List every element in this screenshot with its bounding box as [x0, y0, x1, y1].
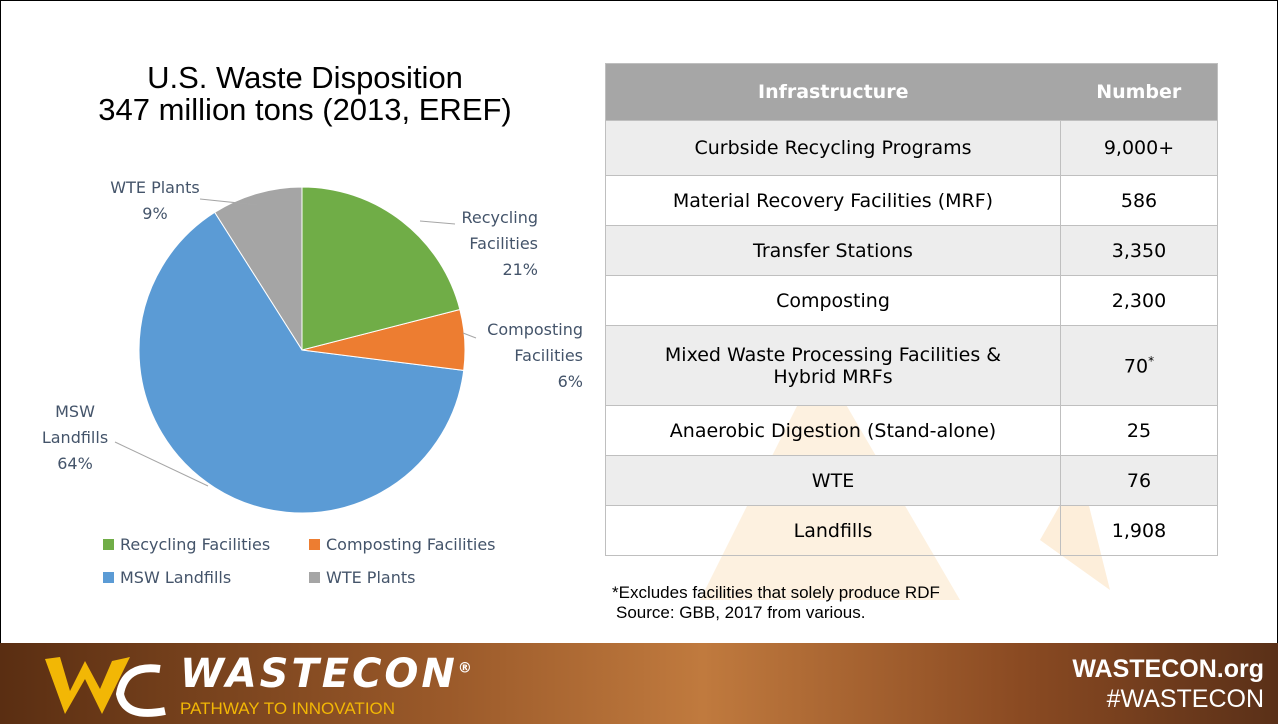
row-number-cell: 3,350	[1061, 226, 1218, 276]
row-label-cell: Anaerobic Digestion (Stand-alone)	[606, 406, 1061, 456]
row-label-cell: Landfills	[606, 506, 1061, 556]
table-row: Material Recovery Facilities (MRF) 586	[606, 176, 1218, 226]
pie-label: WTE Plants 9%	[95, 175, 215, 227]
pie-label-value: 64%	[57, 454, 93, 473]
legend-label: MSW Landfills	[120, 568, 231, 587]
row-number-cell: 586	[1061, 176, 1218, 226]
row-number-cell: 1,908	[1061, 506, 1218, 556]
legend-swatch	[309, 572, 320, 583]
row-number: 9,000+	[1104, 137, 1174, 159]
table-row: Mixed Waste Processing Facilities & Hybr…	[606, 326, 1218, 406]
pie-label-name: WTE Plants	[110, 178, 199, 197]
table-row: Curbside Recycling Programs 9,000+	[606, 121, 1218, 176]
legend-swatch	[103, 539, 114, 550]
registered-mark: ®	[458, 661, 475, 677]
row-label: Mixed Waste Processing Facilities & Hybr…	[648, 344, 1018, 388]
row-number: 2,300	[1112, 290, 1166, 312]
legend-item: Recycling Facilities	[103, 535, 270, 554]
legend-label: WTE Plants	[326, 568, 415, 587]
row-number: 25	[1127, 420, 1151, 442]
pie-label-value: 21%	[502, 260, 538, 279]
logo-w	[45, 657, 130, 714]
legend-label: Composting Facilities	[326, 535, 496, 554]
legend-item: MSW Landfills	[103, 568, 231, 587]
pie-label: MSW Landfills 64%	[40, 399, 110, 477]
table-body: Curbside Recycling Programs 9,000+ Materia…	[606, 121, 1218, 556]
row-number: 3,350	[1112, 240, 1166, 262]
table-row: Composting 2,300	[606, 276, 1218, 326]
legend-swatch	[103, 572, 114, 583]
row-number: 70	[1124, 355, 1148, 377]
pie-label: Recycling Facilities 21%	[438, 205, 538, 283]
row-label: Composting	[776, 290, 890, 312]
row-label-cell: WTE	[606, 456, 1061, 506]
row-label-cell: Material Recovery Facilities (MRF)	[606, 176, 1061, 226]
brand-name: WASTECON	[180, 651, 458, 697]
row-label: Transfer Stations	[753, 240, 913, 262]
legend-swatch	[309, 539, 320, 550]
row-number: 1,908	[1112, 520, 1166, 542]
pie-label-name: Recycling Facilities	[462, 208, 539, 253]
footer-band: WASTECON® PATHWAY TO INNOVATION WASTECON…	[0, 643, 1278, 724]
row-number: 586	[1121, 190, 1157, 212]
pie-label-name: MSW Landfills	[42, 402, 108, 447]
logo-c	[120, 668, 165, 713]
pie-label: Composting Facilities 6%	[473, 317, 583, 395]
brand: WASTECON®	[180, 651, 475, 697]
logo-icon	[40, 649, 170, 721]
row-label-cell: Composting	[606, 276, 1061, 326]
site: WASTECON.org	[1072, 655, 1264, 684]
slide: U.S. Waste Disposition 347 million tons …	[0, 0, 1278, 724]
row-label: WTE	[812, 470, 854, 492]
table-row: Landfills 1,908	[606, 506, 1218, 556]
table-row: WTE 76	[606, 456, 1218, 506]
row-label: Anaerobic Digestion (Stand-alone)	[670, 420, 996, 442]
legend-label: Recycling Facilities	[120, 535, 270, 554]
row-label: Landfills	[794, 520, 873, 542]
row-number-cell: 25	[1061, 406, 1218, 456]
table-header: Infrastructure Number	[606, 64, 1218, 121]
pie-label-value: 9%	[142, 204, 167, 223]
table-row: Transfer Stations 3,350	[606, 226, 1218, 276]
hashtag: #WASTECON	[1107, 685, 1264, 714]
row-label-cell: Curbside Recycling Programs	[606, 121, 1061, 176]
source-note: Source: GBB, 2017 from various.	[616, 603, 865, 623]
row-label-cell: Transfer Stations	[606, 226, 1061, 276]
row-label: Material Recovery Facilities (MRF)	[673, 190, 993, 212]
pie-label-value: 6%	[558, 372, 583, 391]
header-cell: Number	[1061, 64, 1218, 121]
row-number-cell: 70*	[1061, 326, 1218, 406]
row-number-cell: 2,300	[1061, 276, 1218, 326]
row-number: 76	[1127, 470, 1151, 492]
row-number-cell: 76	[1061, 456, 1218, 506]
table-row: Anaerobic Digestion (Stand-alone) 25	[606, 406, 1218, 456]
pie-label-name: Composting Facilities	[487, 320, 583, 365]
tagline: PATHWAY TO INNOVATION	[180, 699, 395, 719]
row-number-cell: 9,000+	[1061, 121, 1218, 176]
row-label-cell: Mixed Waste Processing Facilities & Hybr…	[606, 326, 1061, 406]
legend-item: Composting Facilities	[309, 535, 496, 554]
header-cell: Infrastructure	[606, 64, 1061, 121]
row-label: Curbside Recycling Programs	[694, 137, 971, 159]
legend-item: WTE Plants	[309, 568, 415, 587]
infrastructure-table: Infrastructure Number Curbside Recycling…	[605, 63, 1218, 556]
row-note: *	[1148, 354, 1154, 368]
footnote: *Excludes facilities that solely produce…	[612, 583, 940, 603]
